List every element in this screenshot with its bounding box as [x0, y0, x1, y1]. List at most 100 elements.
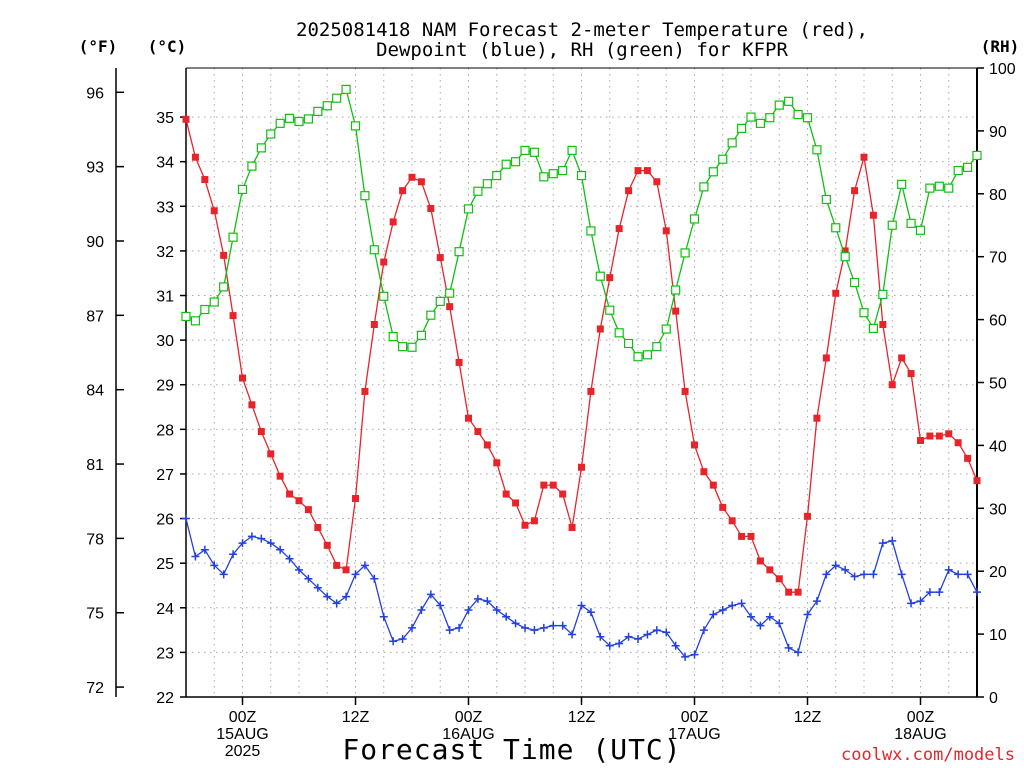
temperature-point — [333, 561, 341, 569]
dewpoint-point — [568, 630, 577, 639]
rh-point — [275, 118, 285, 128]
dewpoint-point — [878, 539, 887, 548]
temperature-point — [530, 517, 538, 525]
temperature-point — [380, 258, 388, 266]
dewpoint-point — [718, 606, 727, 615]
rh-point — [303, 114, 314, 124]
rh-point — [906, 218, 916, 228]
rh-point — [209, 297, 219, 307]
celsius-tick-label: 23 — [156, 645, 174, 662]
dewpoint-point — [200, 545, 209, 554]
temperature-point — [935, 432, 943, 440]
rh-point — [586, 226, 596, 236]
rh-point — [181, 311, 191, 322]
series-line-temperature — [185, 119, 978, 593]
rh-point — [482, 179, 492, 189]
rh-point — [699, 182, 709, 192]
rh-tick-label: 10 — [989, 627, 1007, 644]
fahrenheit-tick-label: 84 — [86, 383, 104, 400]
temperature-point — [851, 187, 859, 195]
temperature-point — [841, 247, 849, 255]
temperature-point — [286, 490, 294, 498]
rh-point — [332, 93, 342, 103]
dewpoint-point — [586, 608, 595, 617]
temperature-point — [945, 430, 953, 438]
rh-point — [953, 165, 963, 176]
temperature-point — [408, 173, 416, 181]
temperature-point — [465, 414, 472, 422]
temperature-point — [493, 459, 501, 467]
temperature-point — [399, 187, 407, 195]
fahrenheit-tick-label: 93 — [86, 160, 104, 177]
fahrenheit-tick-label: 72 — [86, 680, 104, 697]
temperature-point — [427, 205, 435, 213]
rh-point — [266, 129, 276, 139]
temperature-point — [342, 566, 350, 574]
temperature-point — [257, 428, 265, 436]
celsius-tick-label: 24 — [156, 601, 174, 618]
rh-tick-label: 50 — [989, 376, 1007, 393]
rh-point — [849, 277, 860, 288]
dewpoint-point — [229, 550, 238, 559]
dewpoint-point — [671, 641, 680, 650]
dewpoint-point — [963, 570, 972, 579]
rh-point — [784, 96, 794, 106]
series-line-dewpoint — [185, 518, 978, 658]
rh-tick-label: 100 — [989, 61, 1016, 78]
rh-point — [407, 342, 417, 352]
rh-point — [642, 350, 653, 360]
dewpoint-point — [728, 601, 737, 610]
dewpoint-point — [944, 565, 953, 574]
temperature-point — [643, 167, 651, 175]
celsius-tick-label: 30 — [156, 333, 174, 350]
temperature-point — [832, 289, 840, 297]
dewpoint-point — [935, 588, 944, 597]
x-tick-label: 16AUG — [442, 726, 494, 743]
dewpoint-point — [426, 590, 435, 599]
temperature-point — [436, 254, 444, 262]
temperature-point — [625, 187, 633, 195]
temperature-point — [662, 227, 670, 235]
temperature-point — [540, 481, 548, 489]
fahrenheit-tick-label: 81 — [86, 457, 104, 474]
dewpoint-point — [709, 610, 718, 619]
temperature-point — [822, 354, 830, 362]
dewpoint-point — [323, 592, 332, 601]
temperature-point — [389, 218, 397, 226]
dewpoint-point — [888, 536, 897, 545]
dewpoint-point — [389, 637, 398, 646]
rh-point — [802, 113, 813, 123]
fahrenheit-tick-label: 90 — [86, 234, 104, 251]
dewpoint-point — [464, 606, 473, 615]
rh-point — [473, 186, 483, 196]
temperature-point — [709, 481, 717, 489]
dewpoint-point — [191, 552, 200, 561]
dewpoint-point — [643, 630, 652, 639]
temperature-point — [700, 468, 708, 476]
rh-point — [416, 330, 427, 340]
dewpoint-point — [925, 588, 934, 597]
dewpoint-point — [417, 606, 426, 615]
temperature-point — [738, 532, 746, 540]
temperature-point — [323, 541, 331, 549]
rh-point — [840, 252, 850, 262]
rh-point — [821, 194, 831, 205]
rh-point — [605, 305, 615, 315]
rh-point — [529, 147, 540, 157]
rh-point — [689, 214, 700, 224]
rh-point — [633, 352, 643, 362]
temperature-point — [766, 566, 774, 574]
temperature-point — [596, 325, 604, 333]
rh-axis-unit: (RH) — [981, 37, 1020, 56]
rh-point — [463, 204, 474, 214]
rh-point — [397, 342, 408, 352]
rh-point — [623, 338, 634, 349]
dewpoint-point — [973, 588, 981, 597]
temperature-point — [314, 523, 322, 531]
rh-point — [972, 150, 982, 161]
dewpoint-point — [360, 561, 369, 570]
dewpoint-point — [765, 612, 774, 621]
dewpoint-point — [304, 574, 313, 583]
rh-point — [680, 248, 690, 258]
